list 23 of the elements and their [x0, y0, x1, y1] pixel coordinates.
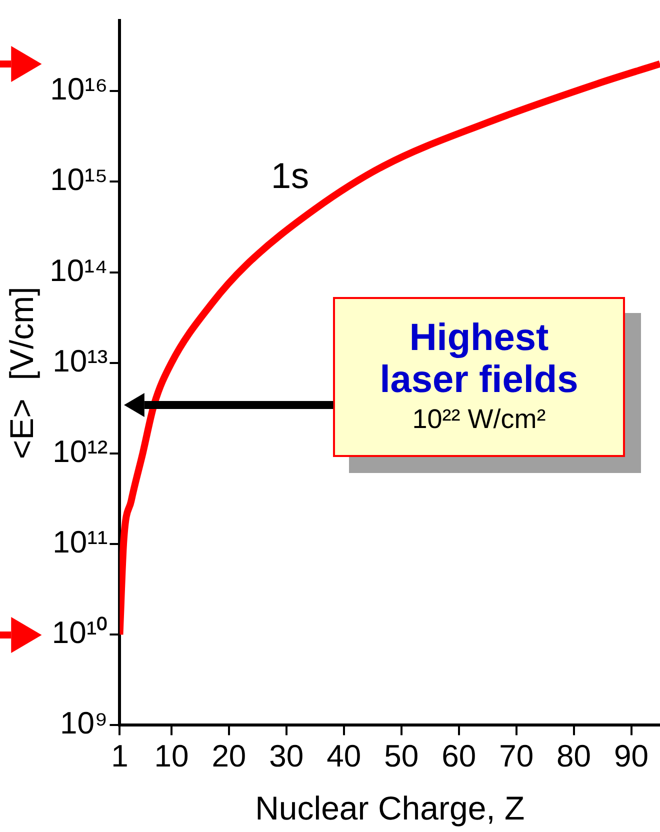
x-tick-label: 10 [154, 738, 189, 774]
x-tick-label: 40 [326, 738, 362, 774]
x-tick-label: 1 [111, 738, 128, 774]
x-tick-label: 60 [442, 738, 476, 774]
x-tick-label: 70 [499, 738, 534, 774]
annotation: 10²² W/cm² [411, 403, 547, 436]
y-tick-label: 10¹⁵ [50, 162, 108, 198]
y-tick-label: 10¹⁴ [50, 252, 108, 288]
x-tick-label: 80 [556, 738, 592, 774]
x-tick-label: 30 [269, 738, 304, 774]
annotation: 1s [270, 154, 310, 196]
y-tick-label: 10¹⁶ [50, 72, 108, 107]
y-tick-label: 10¹³ [52, 343, 108, 378]
x-tick-label: 50 [384, 738, 419, 774]
y-tick-label: 10⁹ [60, 706, 108, 741]
y-tick-label: 10¹⁰ [52, 615, 108, 650]
annotation: Highest laser fields [378, 317, 580, 401]
y-axis-title: <E> [V/cm] [2, 286, 40, 460]
x-tick-label: 20 [212, 738, 246, 774]
y-tick-label: 10¹¹ [52, 524, 108, 560]
x-tick-label: 90 [614, 738, 649, 774]
y-tick-label: 10¹² [52, 434, 108, 469]
x-axis-title: Nuclear Charge, Z [255, 789, 525, 826]
